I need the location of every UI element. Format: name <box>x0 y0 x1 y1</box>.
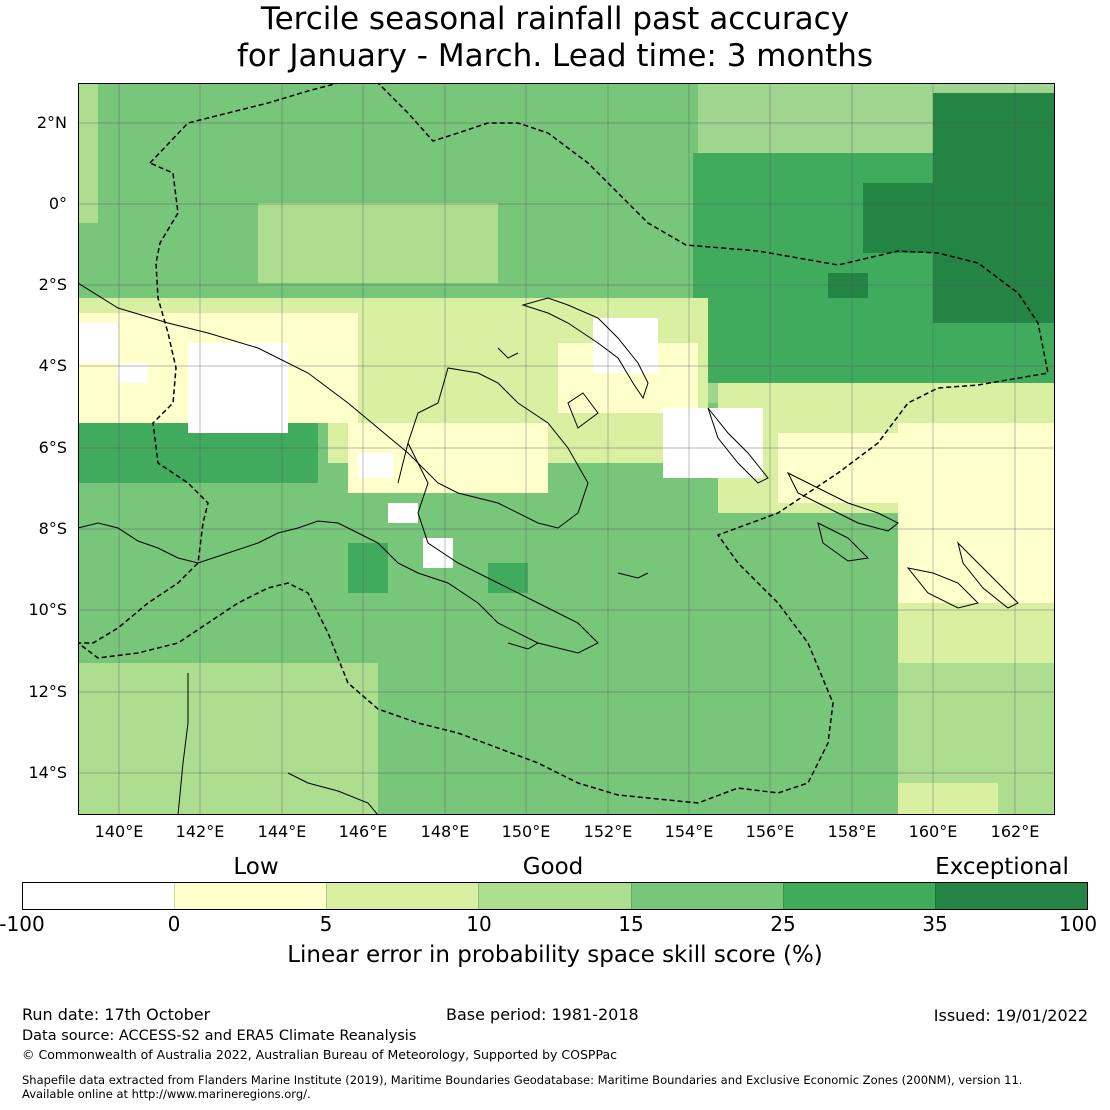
lat-label: 12°S <box>28 682 67 701</box>
lat-label: 2°S <box>38 275 67 294</box>
colorbar-tick-label: 100 <box>1058 912 1098 936</box>
colorbar-segment <box>174 883 327 909</box>
colorbar-segment <box>478 883 631 909</box>
colorbar-segment <box>630 883 783 909</box>
colorbar-segment <box>326 883 479 909</box>
lat-label: 0° <box>48 194 67 213</box>
lat-label: 8°S <box>38 519 67 538</box>
lat-label: 10°S <box>28 600 67 619</box>
lon-label: 146°E <box>338 822 388 841</box>
colorbar-tick-label: 0 <box>167 912 181 936</box>
colorbar-title: Linear error in probability space skill … <box>287 942 823 968</box>
lon-label: 156°E <box>745 822 795 841</box>
lat-label: 14°S <box>28 763 67 782</box>
category-good: Good <box>522 854 584 880</box>
map-title-line1: Tercile seasonal rainfall past accuracy <box>260 1 850 37</box>
lon-label: 142°E <box>175 822 225 841</box>
lon-label: 160°E <box>908 822 958 841</box>
shapefile-credit-1: Shapefile data extracted from Flanders M… <box>22 1073 1023 1087</box>
graticule <box>78 83 1055 815</box>
eez-boundary <box>78 83 1049 804</box>
colorbar-tick-label: 25 <box>770 912 796 936</box>
lon-label: 158°E <box>827 822 877 841</box>
colorbar-tick-label: -100 <box>0 912 45 936</box>
lon-label: 152°E <box>583 822 633 841</box>
skill-patches <box>78 83 1055 815</box>
colorbar-tick-label: 10 <box>466 912 492 936</box>
data-source: Data source: ACCESS-S2 and ERA5 Climate … <box>22 1028 417 1044</box>
colorbar-segment <box>782 883 935 909</box>
lon-label: 148°E <box>420 822 470 841</box>
colorbar-segment <box>23 883 175 909</box>
lat-label: 2°N <box>36 113 67 132</box>
skill-score-map <box>78 83 1055 815</box>
copyright: © Commonwealth of Australia 2022, Austra… <box>22 1047 617 1062</box>
lat-label: 6°S <box>38 438 67 457</box>
colorbar-tick-label: 5 <box>319 912 333 936</box>
map-title-line2: for January - March. Lead time: 3 months <box>236 38 874 74</box>
colorbar <box>22 882 1088 910</box>
category-exceptional: Exceptional <box>935 854 1069 880</box>
base-period: Base period: 1981-2018 <box>446 1005 639 1024</box>
lon-label: 140°E <box>94 822 144 841</box>
colorbar-segment <box>934 883 1087 909</box>
lon-label: 154°E <box>664 822 714 841</box>
issued-date: Issued: 19/01/2022 <box>933 1006 1088 1025</box>
lat-label: 4°S <box>38 356 67 375</box>
lon-label: 150°E <box>501 822 551 841</box>
colorbar-tick-label: 15 <box>618 912 644 936</box>
map-graphics <box>78 83 1055 815</box>
lon-label: 162°E <box>990 822 1040 841</box>
category-low: Low <box>233 854 279 880</box>
run-date: Run date: 17th October <box>22 1005 211 1024</box>
coastlines <box>78 282 1019 815</box>
colorbar-tick-label: 35 <box>922 912 948 936</box>
lon-label: 144°E <box>257 822 307 841</box>
shapefile-credit-2: Available online at http://www.marinereg… <box>22 1087 311 1101</box>
map-frame <box>78 83 1055 815</box>
